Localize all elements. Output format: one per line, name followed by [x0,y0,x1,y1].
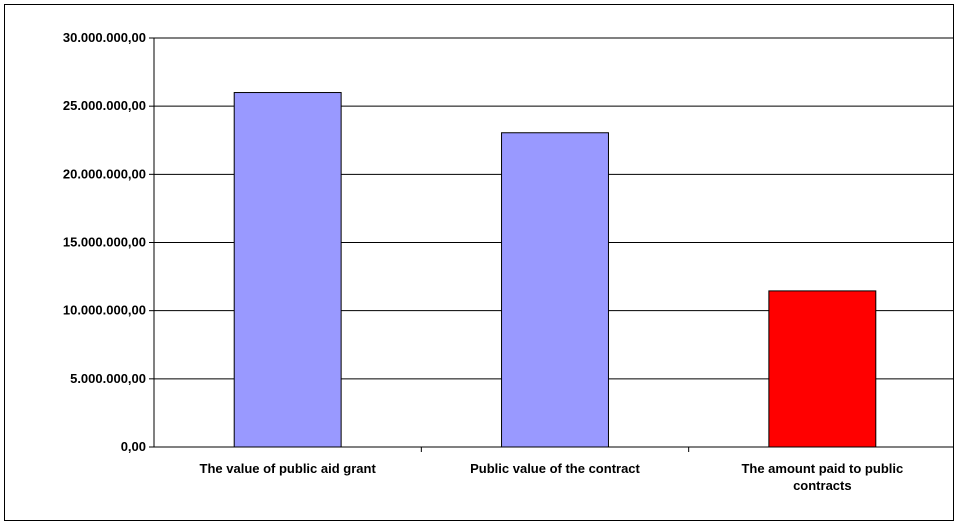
y-tick-label: 30.000.000,00 [63,30,146,45]
x-tick-label: Public value of the contract [470,461,640,476]
x-tick-label-line: The value of public aid grant [200,461,377,476]
bar-chart: 0,00 5.000.000,00 10.000.000,00 15.000.000,… [63,30,953,493]
bars [233,92,877,448]
y-tick-labels: 0,00 5.000.000,00 10.000.000,00 15.000.000,… [63,30,146,454]
x-tick-label-line: contracts [793,478,852,493]
x-tick-labels: The value of public aid grant Public valu… [200,461,904,493]
y-tick-label: 20.000.000,00 [63,166,146,181]
bar [768,290,877,448]
x-tick-label: The value of public aid grant [200,461,377,476]
x-tick-label-line: Public value of the contract [470,461,640,476]
y-tick-label: 15.000.000,00 [63,235,146,250]
x-tick-label-line: The amount paid to public [741,461,903,476]
chart-frame: 0,00 5.000.000,00 10.000.000,00 15.000.000,… [4,4,954,521]
bar [233,92,342,448]
y-tick-label: 0,00 [121,439,146,454]
axes [149,37,953,452]
y-tick-label: 10.000.000,00 [63,303,146,318]
y-tick-label: 5.000.000,00 [70,371,146,386]
bar [501,132,609,448]
y-tick-label: 25.000.000,00 [63,98,146,113]
x-tick-label: The amount paid to public contracts [741,461,903,493]
